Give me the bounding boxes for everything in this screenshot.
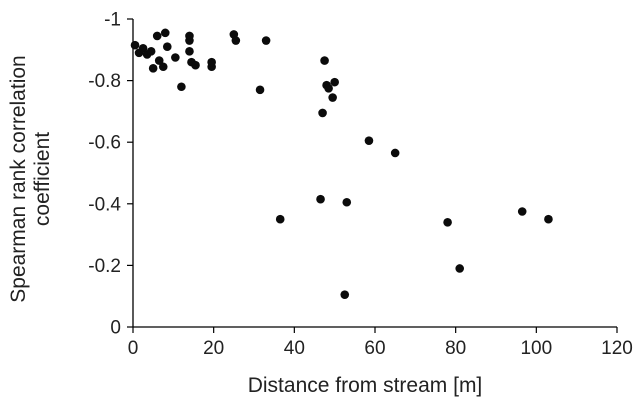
- data-point: [162, 42, 172, 52]
- data-point: [544, 214, 553, 224]
- data-point: [160, 28, 170, 38]
- data-point: [255, 85, 265, 95]
- x-tick-label: 120: [601, 338, 633, 359]
- x-tick-label: 100: [520, 338, 552, 359]
- y-tick-label: -0.6: [88, 133, 121, 154]
- data-point: [231, 36, 241, 45]
- data-point: [191, 60, 200, 70]
- y-tick-label: -0.2: [88, 256, 121, 277]
- x-tick-label: 0: [128, 338, 139, 359]
- data-point: [177, 82, 186, 92]
- data-point: [364, 136, 374, 145]
- data-point: [340, 290, 350, 299]
- x-tick-label: 60: [364, 338, 385, 359]
- x-axis-title: Distance from stream [m]: [248, 374, 483, 397]
- data-point: [185, 31, 194, 41]
- data-point: [342, 197, 352, 207]
- data-point: [324, 84, 333, 93]
- data-point: [275, 214, 285, 224]
- y-axis-title-line-1: Spearman rank correlation: [7, 55, 30, 302]
- data-point: [185, 47, 194, 56]
- y-axis-title: Spearman rank correlation coefficient: [7, 55, 54, 302]
- data-point: [138, 43, 148, 53]
- x-ticks: 0 20 40 60 80 100 120: [128, 327, 633, 359]
- data-point: [330, 77, 339, 87]
- data-point: [316, 194, 325, 204]
- data-point: [390, 148, 400, 158]
- data-point: [318, 108, 327, 118]
- y-tick-label: -0.4: [88, 194, 121, 215]
- data-point: [261, 36, 271, 45]
- y-tick-label: -0.8: [88, 71, 121, 92]
- data-points: [130, 28, 553, 299]
- x-tick-label: 20: [203, 338, 224, 359]
- axes: [132, 19, 617, 328]
- data-point: [148, 63, 158, 73]
- data-point: [328, 93, 337, 102]
- y-tick-label: -1: [104, 10, 121, 31]
- data-point: [130, 40, 140, 50]
- data-point: [207, 57, 216, 67]
- data-point: [146, 47, 156, 56]
- y-axis-title-line-2: coefficient: [31, 132, 54, 226]
- data-point: [152, 31, 162, 41]
- data-point: [455, 264, 465, 273]
- data-point: [517, 207, 527, 216]
- data-point: [171, 53, 180, 62]
- y-ticks: 0 -0.2 -0.4 -0.6 -0.8 -1: [88, 10, 133, 339]
- y-tick-label: 0: [110, 318, 121, 339]
- x-tick-label: 40: [284, 338, 305, 359]
- data-point: [158, 62, 168, 72]
- data-point: [443, 217, 452, 227]
- x-tick-label: 80: [445, 338, 466, 359]
- data-point: [320, 56, 329, 65]
- data-point: [154, 56, 164, 65]
